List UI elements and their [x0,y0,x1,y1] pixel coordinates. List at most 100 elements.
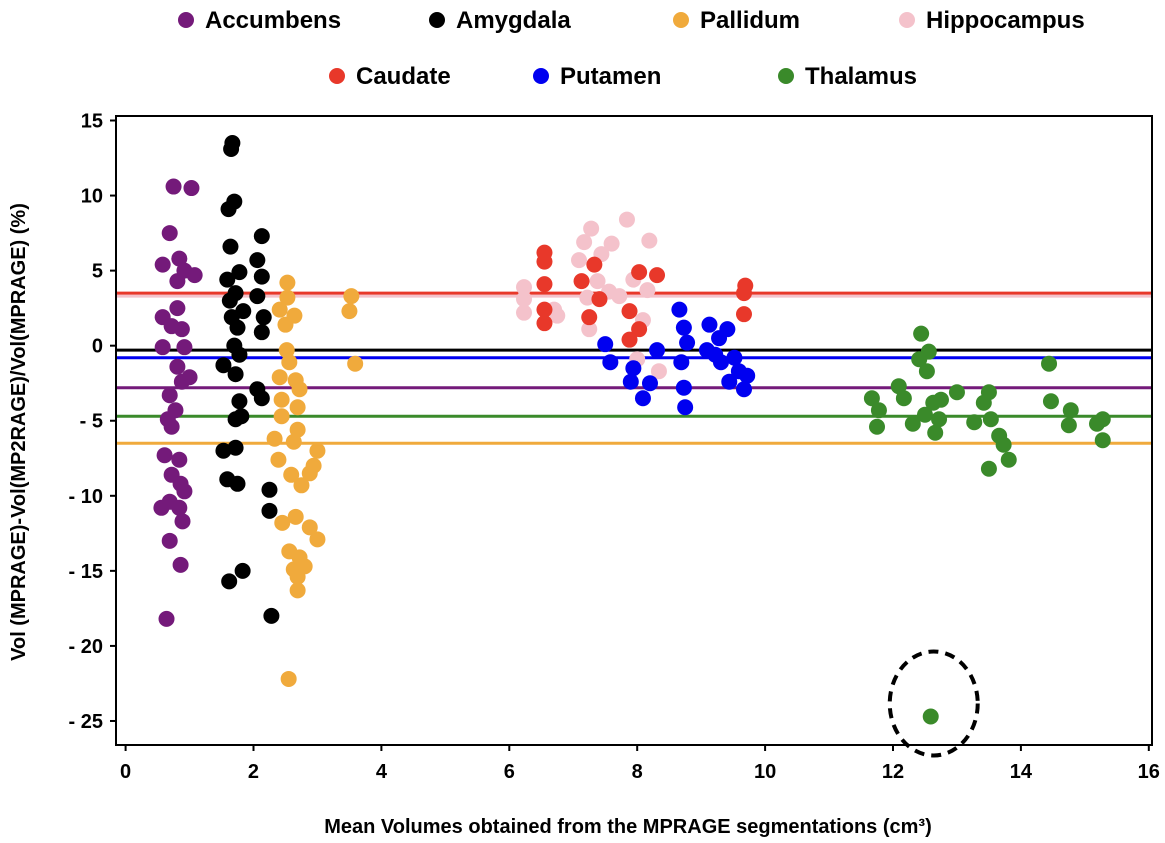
point-accumbens [171,250,188,267]
point-pallidum [279,289,296,306]
point-accumbens [173,321,190,338]
point-amygdala [229,319,246,336]
point-thalamus [863,390,880,407]
point-accumbens [156,447,173,464]
point-hippocampus [589,273,606,290]
point-pallidum [309,442,326,459]
legend-label: Amygdala [456,7,571,34]
outlier-annotation [887,649,980,758]
point-amygdala [234,562,251,579]
legend-item-putamen: Putamen [533,63,661,90]
axes: 0 2 4 6 8 10 12 14 16 15 10 5 0 - 5 - 10 - 15 - 20 - 25 [69,111,1160,783]
point-accumbens [154,256,171,273]
point-putamen [625,360,642,377]
point-thalamus [1094,432,1111,449]
legend-item-caudate: Caudate [329,63,451,90]
y-axis-label: Vol (MPRAGE)-Vol(MP2RAGE)/Vol(MPRAGE) (%… [8,203,30,661]
point-amygdala [253,324,270,341]
x-axis-label: Mean Volumes obtained from the MPRAGE se… [324,816,931,838]
point-hippocampus [579,289,596,306]
point-thalamus [995,436,1012,453]
point-pallidum [289,421,306,438]
point-pallidum [273,391,290,408]
point-hippocampus [571,252,588,269]
legend-item-pallidum: Pallidum [673,7,800,34]
point-putamen [634,390,651,407]
legend-label: Caudate [356,63,451,90]
legend-label: Putamen [560,63,661,90]
legend-label: Hippocampus [926,7,1085,34]
point-thalamus [982,411,999,428]
point-caudate [581,309,598,326]
point-amygdala [215,442,232,459]
point-pallidum [273,408,290,425]
point-amygdala [253,228,270,245]
point-hippocampus [650,363,667,380]
point-amygdala [221,573,238,590]
point-putamen [675,379,692,396]
point-accumbens [169,273,186,290]
point-putamen [622,373,639,390]
point-putamen [701,316,718,333]
point-putamen [641,375,658,392]
point-pallidum [309,531,326,548]
point-accumbens [169,358,186,375]
point-hippocampus [641,232,658,249]
point-thalamus [911,351,928,368]
y-tick-label: 0 [92,336,103,358]
legend-item-accumbens: Accumbens [178,7,341,34]
legend-item-thalamus: Thalamus [778,63,917,90]
point-amygdala [231,393,248,410]
point-amygdala [249,288,266,305]
point-amygdala [223,141,240,158]
point-amygdala [215,357,232,374]
point-hippocampus [639,282,656,299]
point-thalamus [1062,402,1079,419]
x-tick-label: 0 [120,761,131,783]
point-pallidum [301,465,318,482]
point-thalamus [931,411,948,428]
point-pallidum [278,342,295,359]
point-caudate [586,256,603,273]
point-caudate [735,285,752,302]
point-putamen [673,354,690,371]
plot-frame [115,115,1153,746]
y-tick-label: 15 [81,111,103,133]
point-putamen [726,349,743,366]
legend-marker [778,68,794,84]
point-thalamus [980,384,997,401]
point-pallidum [343,288,360,305]
point-amygdala [231,264,248,281]
point-pallidum [285,433,302,450]
point-putamen [671,301,688,318]
x-tick-label: 8 [632,761,643,783]
legend-marker [673,12,689,28]
point-amygdala [261,481,278,498]
data-points [153,135,1111,725]
point-accumbens [172,556,189,573]
point-pallidum [289,582,306,599]
point-pallidum [293,477,310,494]
point-caudate [573,273,590,290]
point-caudate [536,276,553,293]
point-amygdala [253,390,270,407]
point-hippocampus [618,211,635,228]
point-accumbens [171,451,188,468]
point-amygdala [219,271,236,288]
point-pallidum [289,568,306,585]
point-caudate [621,303,638,320]
point-pallidum [341,303,358,320]
point-thalamus [932,391,949,408]
point-pallidum [289,399,306,416]
point-pallidum [301,519,318,536]
point-accumbens [174,513,191,530]
point-amygdala [229,475,246,492]
point-thalamus [922,708,939,725]
legend-item-hippocampus: Hippocampus [899,7,1085,34]
point-hippocampus [516,304,533,321]
point-hippocampus [576,234,593,251]
point-putamen [649,342,666,359]
point-accumbens [154,339,171,356]
point-putamen [698,342,715,359]
